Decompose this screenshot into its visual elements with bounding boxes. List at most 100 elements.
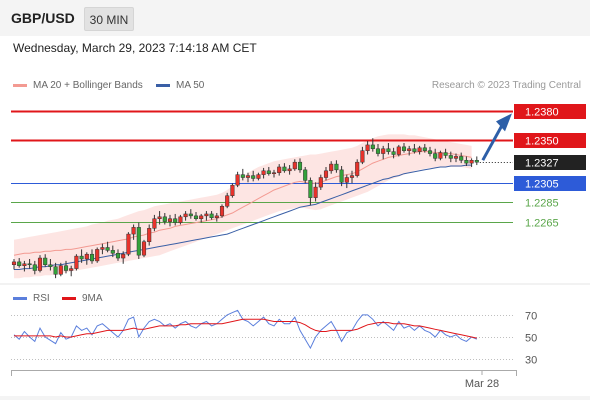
level-tag-2 [514,155,586,170]
candle [433,153,438,159]
candle [453,156,459,159]
candle [204,213,209,217]
candle [334,163,339,171]
candle [37,257,43,271]
candle [17,261,22,266]
level-tag-1 [514,133,586,148]
legend-swatch-ma20 [13,83,27,87]
projection-arrow-head [496,113,512,132]
candle [318,177,323,188]
level-label-0: 1.2380 [525,107,559,119]
candle [225,195,230,207]
candle [178,216,183,223]
candle [69,268,74,271]
level-tag-0 [514,104,586,119]
candle [344,177,349,183]
legend-ma50-label: MA 50 [176,80,205,91]
candle [375,148,381,154]
candle [11,261,17,265]
candle [136,227,141,256]
candle [22,263,27,266]
candle [459,156,464,161]
candle [474,160,479,163]
candle [349,175,355,178]
candle [261,170,266,175]
candle [427,150,433,154]
candle [32,264,37,271]
research-credit: Research © 2023 Trading Central [431,80,581,91]
rsi-ma-line [14,318,477,339]
candle [131,227,136,235]
candle [266,170,271,174]
candle [147,228,152,242]
candle [329,163,334,172]
bottom-strip [0,396,590,400]
candle [448,155,453,159]
legend-swatch-ma50 [156,83,170,87]
candle [422,147,427,151]
legend-rsi-ma: 9MA [62,293,103,304]
rsi-tick-label: 70 [525,311,537,323]
candle [27,263,32,266]
candle [256,174,261,179]
candle [43,257,48,265]
header-bar: GBP/USD 30 MIN [0,0,590,36]
candle [199,215,204,219]
level-label-2: 1.2327 [525,158,559,170]
candle [245,175,251,178]
candle [152,218,157,229]
ma20-line [13,151,472,256]
candle [323,170,329,178]
candle [173,218,178,223]
candle [251,175,256,179]
candle [95,249,100,262]
candle [438,152,443,159]
candle [355,161,360,176]
level-label-1: 1.2350 [525,136,559,148]
candle [235,174,240,186]
legend-ma20-label: MA 20 + Bollinger Bands [33,80,143,91]
level-label-3: 1.2305 [525,179,559,191]
candle [396,146,401,155]
candle [100,247,105,250]
candle [74,255,79,269]
candle [469,160,474,164]
timestamp: Wednesday, March 29, 2023 7:14:18 AM CET [13,41,257,55]
candle [303,169,308,181]
candle [308,180,313,198]
legend-swatch-rsi [13,296,27,300]
candle [292,161,297,170]
candle [365,144,370,151]
candle [126,233,131,255]
legend-rsi-label: RSI [33,293,50,304]
candle [141,241,147,256]
timeframe-badge[interactable]: 30 MIN [84,7,134,31]
candle [391,151,396,155]
legend-swatch-rsi-ma [62,296,76,300]
candle [84,253,89,260]
candle [401,146,407,151]
candle [219,206,225,217]
candle [297,161,303,171]
candle [287,168,292,172]
candle [193,215,199,219]
candle [89,253,95,262]
candle [386,148,391,152]
candle [360,150,365,163]
candle [443,152,448,156]
candle [53,266,58,275]
x-tick-label: Mar 28 [465,378,499,390]
candle [407,148,412,151]
candle [282,166,287,172]
candle [214,215,219,219]
candle [271,172,277,174]
candle [313,186,318,198]
candle [417,147,422,152]
candle [381,148,386,154]
candle [412,148,417,152]
level-tag-3 [514,176,586,191]
legend-rsi: RSI [13,293,50,304]
candle [115,252,121,259]
candle [464,160,469,164]
